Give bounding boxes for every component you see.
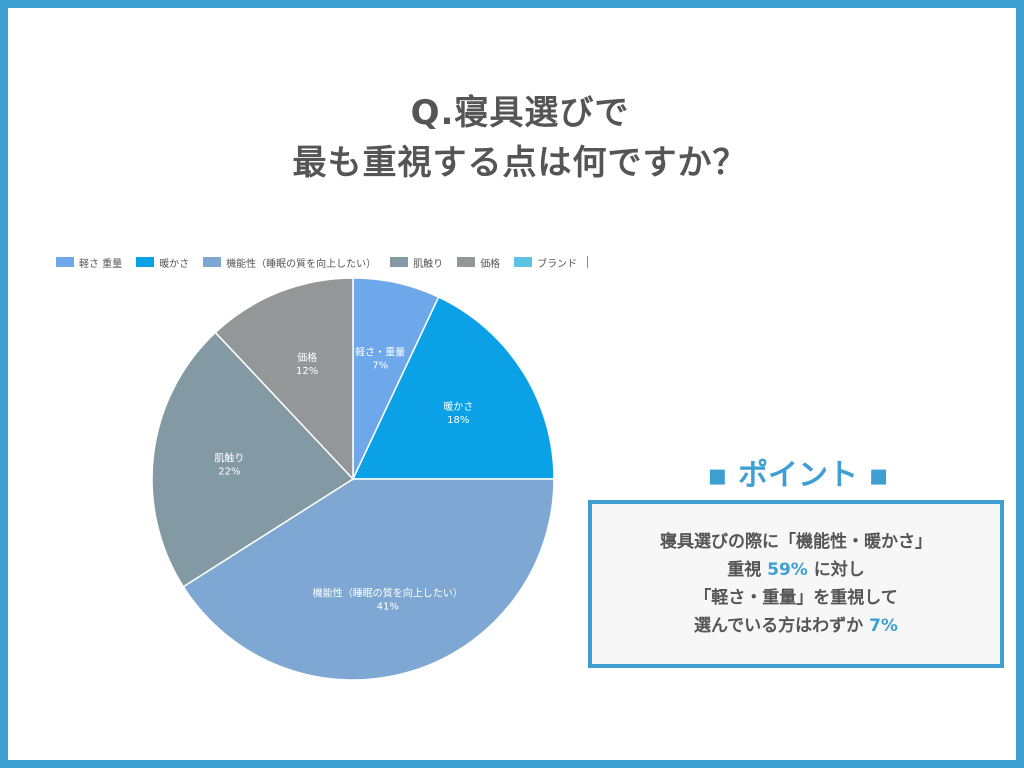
point-line-2-c: に対し [807, 560, 865, 580]
point-line-1: 寝具選びの際に「機能性・暖かさ」 [660, 532, 932, 552]
point-highlight-59: 59% [767, 560, 808, 580]
pie-chart: 軽さ・重量 7% 暖かさ 18% 機能性（睡眠の質を向上したい） 41% 肌触り 22% 価格 1… [151, 277, 555, 681]
slice-name-label: 機能性（睡眠の質を向上したい） [313, 587, 463, 600]
slice-name-label: 軽さ・重量 [355, 345, 405, 358]
title-line-2: 最も重視する点は何ですか？ [292, 143, 748, 183]
pie-slice [182, 478, 555, 681]
pie-slice [214, 277, 354, 481]
point-line-3: 「軽さ・重量」を重視して [694, 588, 898, 608]
slide-title: Q.寝具選びで 最も重視する点は何ですか？ [8, 88, 1024, 188]
legend-label: 肌触り [413, 258, 444, 270]
legend-item: 暖かさ [136, 255, 189, 270]
legend-label: 価格 [480, 258, 501, 270]
point-line-2: 重視 59% に対し [727, 556, 865, 584]
slice-value-label: 18% [447, 415, 469, 426]
legend-label: 軽さ 重量 [79, 258, 123, 270]
legend-swatch [203, 257, 222, 267]
slice-name-label: 価格 [297, 351, 317, 364]
legend-label: ブランド [537, 258, 578, 270]
slice-value-label: 41% [377, 602, 399, 613]
legend-swatch [390, 257, 409, 267]
legend-item: 価格 [457, 255, 500, 270]
legend-swatch [56, 257, 74, 267]
legend-divider [587, 256, 589, 268]
legend-item: 軽さ 重量 [56, 255, 122, 270]
pie-slice [351, 296, 555, 480]
pie-slice [151, 331, 355, 588]
legend-item: 肌触り [390, 255, 443, 270]
title-line-1: Q.寝具選びで [410, 93, 630, 133]
legend-item: 機能性（睡眠の質を向上したい） [203, 255, 376, 270]
point-highlight-7: 7% [869, 616, 898, 636]
point-line-4-a: 選んでいる方はわずか [694, 616, 870, 636]
slice-name-label: 肌触り [214, 451, 244, 464]
legend-swatch [457, 257, 476, 267]
slice-name-label: 暖かさ [443, 400, 473, 413]
point-heading: ▪ ポイント ▪ [707, 458, 889, 493]
slice-value-label: 7% [372, 360, 388, 371]
chart-legend: 軽さ 重量 暖かさ 機能性（睡眠の質を向上したい） 肌触り 価格 ブランド [56, 254, 589, 270]
slice-value-label: 22% [218, 466, 240, 477]
legend-item: ブランド [514, 255, 577, 270]
point-line-4: 選んでいる方はわずか 7% [694, 612, 898, 640]
legend-swatch [136, 257, 155, 267]
point-line-2-a: 重視 [727, 560, 768, 580]
slice-value-label: 12% [296, 366, 318, 377]
legend-label: 暖かさ [159, 258, 190, 270]
legend-swatch [514, 257, 533, 267]
legend-label: 機能性（睡眠の質を向上したい） [226, 258, 377, 270]
point-box: 寝具選びの際に「機能性・暖かさ」 重視 59% に対し 「軽さ・重量」を重視して… [588, 500, 1004, 668]
